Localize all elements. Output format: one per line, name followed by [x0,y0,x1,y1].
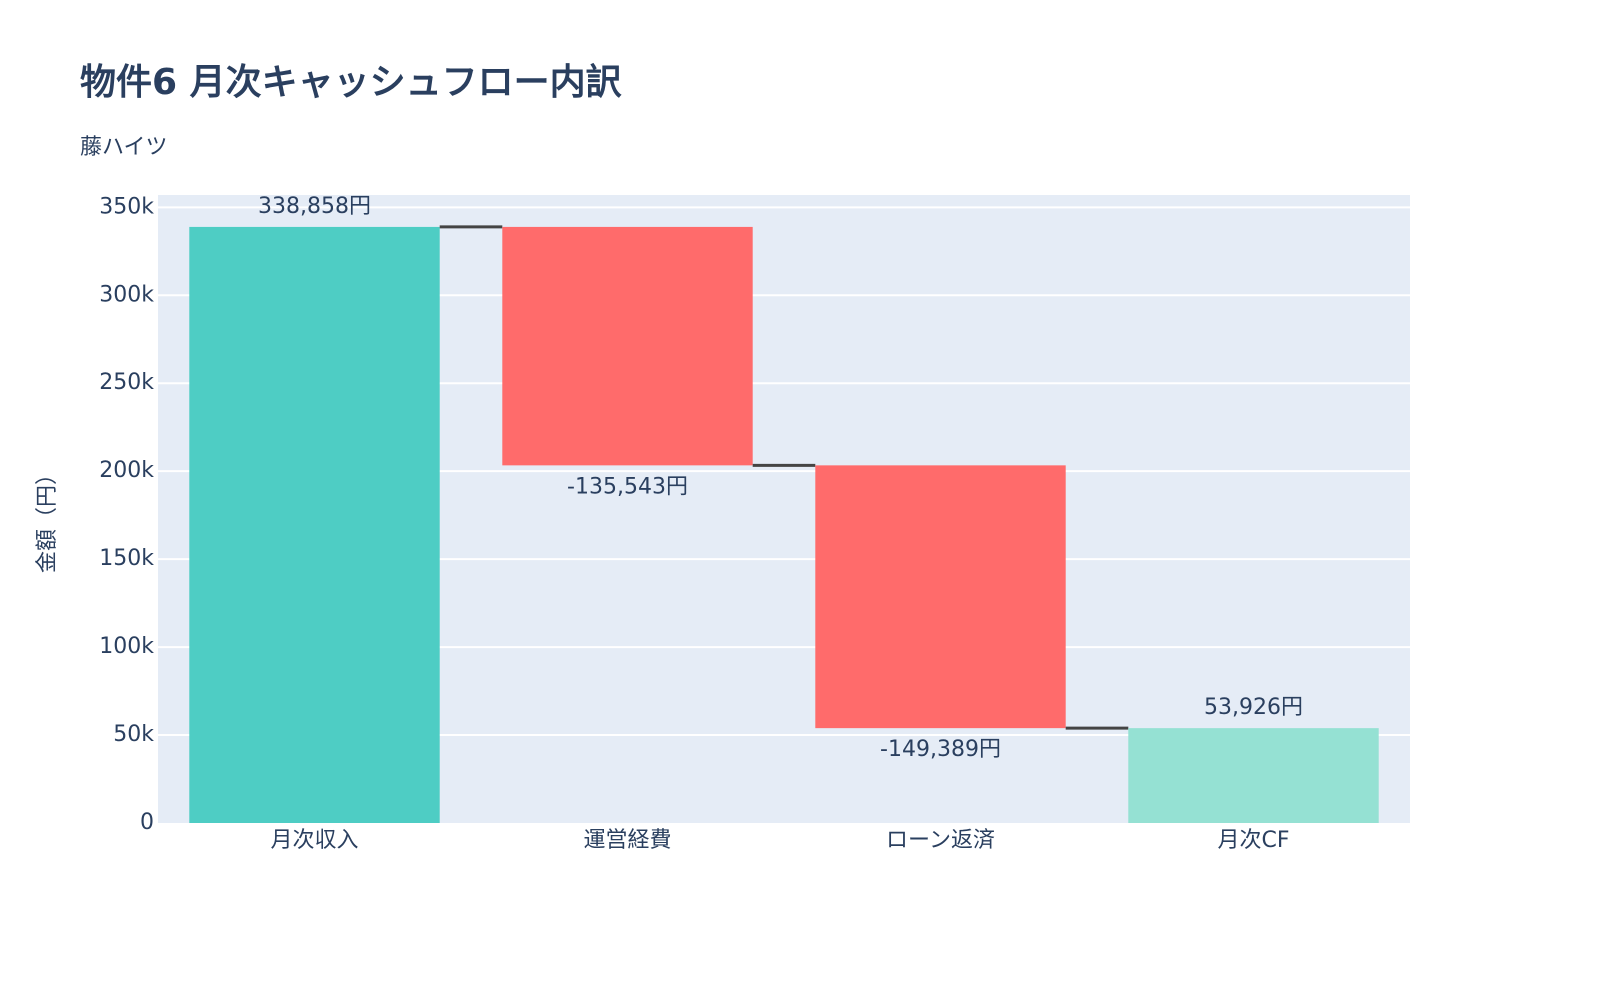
x-tick-label: ローン返済 [886,828,995,853]
x-tick-label: 運営経費 [583,828,671,853]
bar [815,465,1066,729]
y-tick-label: 300k [99,282,154,307]
x-tick-label: 月次CF [1217,828,1289,853]
x-tick-label: 月次収入 [270,828,358,853]
value-label: -135,543円 [567,474,688,499]
value-label: 53,926円 [1204,695,1303,720]
y-tick-label: 350k [99,194,154,219]
bar [502,226,753,466]
y-tick-label: 100k [99,634,154,659]
y-tick-label: 50k [113,722,154,747]
bar [1128,728,1379,823]
chart-subtitle: 藤ハイツ [80,135,168,160]
y-tick-label: 250k [99,370,154,395]
value-label: -149,389円 [880,737,1001,762]
y-axis-title: 金額（円） [35,463,60,573]
y-tick-label: 200k [99,458,154,483]
y-tick-label: 150k [99,546,154,571]
value-label: 338,858円 [258,194,371,219]
y-tick-label: 0 [140,810,154,835]
chart-title: 物件6 月次キャッシュフロー内訳 [80,62,623,103]
bar [189,226,440,823]
